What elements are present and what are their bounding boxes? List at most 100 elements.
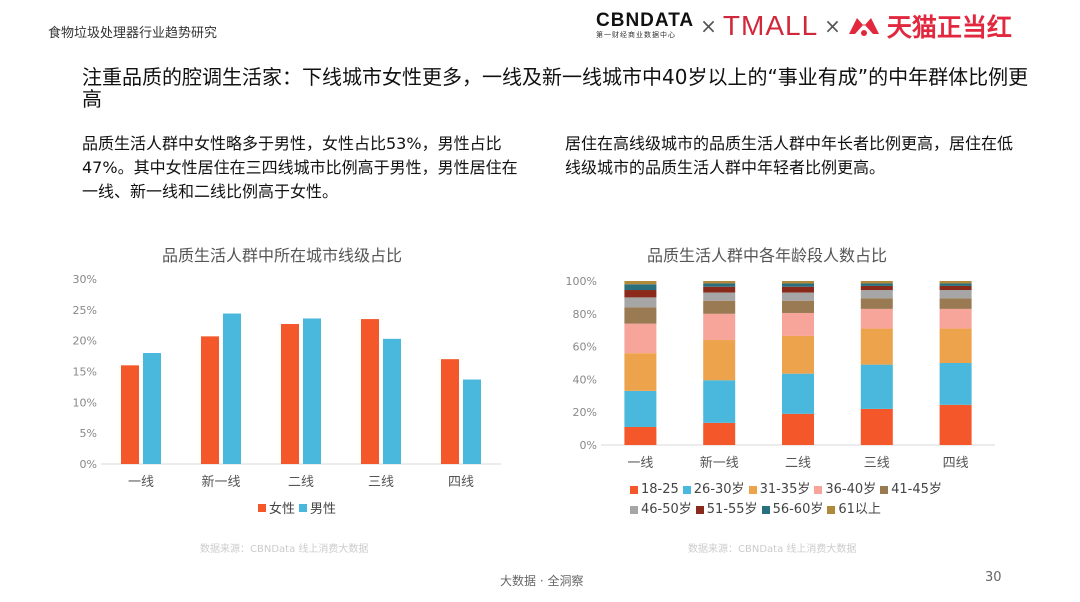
legend-label: 41-45岁 [891, 482, 942, 497]
legend-label: 男性 [310, 502, 337, 517]
cbndata-logo-text: CBNDATA [596, 10, 695, 31]
y-tick-label: 100% [566, 275, 597, 288]
legend-label: 51-55岁 [706, 502, 758, 517]
bar [223, 313, 241, 464]
bar-segment [624, 297, 657, 308]
y-tick-label: 20% [73, 335, 97, 348]
y-tick-label: 0% [580, 439, 597, 452]
x-tick-label: 四线 [943, 456, 969, 471]
chart-title-city-tier: 品质生活人群中所在城市线级占比 [162, 246, 403, 265]
partner-logos: CBNDATA 第一财经商业数据中心 × TMALL × 天猫正当红 [596, 10, 1012, 42]
legend-swatch [682, 486, 691, 494]
y-tick-label: 5% [80, 427, 97, 440]
chart-title-age-groups: 品质生活人群中各年龄段人数占比 [647, 246, 888, 265]
bar-segment [624, 390, 657, 427]
bar-segment [782, 286, 814, 293]
bar-segment [782, 312, 814, 336]
x-tick-label: 四线 [448, 475, 474, 490]
legend-item: 46-50岁 [630, 500, 692, 520]
bar-segment [624, 281, 657, 285]
tmall-logo: TMALL [722, 10, 819, 41]
bar-segment [624, 426, 657, 445]
y-tick-label: 10% [73, 396, 97, 409]
legend-swatch [748, 486, 757, 494]
bar-segment [703, 281, 736, 284]
bar [201, 336, 219, 464]
bar-segment [860, 290, 893, 299]
tmall-red-logo-text: 天猫正当红 [886, 13, 1012, 42]
bar [463, 379, 481, 464]
bar-segment [939, 363, 972, 405]
y-tick-label: 0% [80, 458, 97, 471]
bar-segment [624, 284, 657, 291]
slide-headline: 注重品质的腔调生活家：下线城市女性更多，一线及新一线城市中40岁以上的“事业有成… [82, 65, 1029, 111]
bar-segment [860, 408, 893, 445]
legend-item: 51-55岁 [695, 500, 758, 520]
bar-segment [703, 313, 736, 341]
legend-label: 31-35岁 [759, 482, 811, 497]
bar [121, 365, 139, 464]
bar-segment [703, 300, 736, 314]
bar-segment [939, 285, 972, 291]
description-right: 居住在高线级城市的品质生活人群中年长者比例更高，居住在低线级城市的品质生活人群中… [565, 134, 1014, 177]
page-number: 30 [985, 570, 1002, 585]
legend-item: 56-60岁 [761, 500, 824, 520]
bar [383, 338, 401, 464]
legend-item: 男性 [299, 498, 336, 517]
legend-swatch [695, 506, 704, 514]
legend-swatch [258, 503, 266, 512]
description-left: 品质生活人群中女性略多于男性，女性占比53%，男性占比47%。其中女性居住在三四… [82, 134, 518, 201]
legend-swatch [630, 486, 638, 494]
bar-segment [703, 422, 736, 445]
data-source-right: 数据来源：CBNData 线上消费大数据 [688, 544, 857, 555]
legend-swatch [827, 506, 836, 514]
cbndata-logo-subtext: 第一财经商业数据中心 [596, 31, 676, 39]
y-tick-label: 30% [73, 273, 97, 286]
bar-segment [703, 286, 736, 293]
bar-segment [939, 328, 972, 363]
bar [361, 319, 379, 464]
bar-segment [782, 292, 814, 301]
x-tick-label: 二线 [288, 475, 314, 490]
times-sign-2: × [824, 14, 841, 38]
bar-segment [782, 373, 814, 414]
legend-label: 56-60岁 [772, 502, 824, 517]
x-tick-label: 新一线 [201, 474, 240, 490]
bar-segment [782, 413, 814, 445]
y-tick-label: 80% [573, 308, 597, 321]
bar-segment [703, 340, 736, 381]
bar-segment [939, 290, 972, 299]
times-sign: × [700, 14, 717, 38]
bar-segment [782, 335, 814, 374]
y-tick-label: 15% [73, 366, 97, 379]
bar-segment [939, 404, 972, 445]
bar-segment [782, 283, 814, 287]
legend-swatch [299, 503, 308, 512]
bar-segment [624, 307, 657, 324]
legend-item: 18-25 [630, 480, 679, 500]
x-tick-label: 三线 [864, 456, 890, 471]
y-tick-label: 25% [73, 304, 97, 317]
legend-label: 女性 [269, 502, 296, 517]
data-source-left: 数据来源：CBNData 线上消费大数据 [200, 544, 369, 555]
bar-segment [860, 281, 893, 284]
legend-item: 31-35岁 [748, 480, 811, 500]
bar-segment [624, 290, 657, 298]
legend-item: 41-45岁 [880, 480, 942, 500]
bar-segment [939, 298, 972, 309]
bar-segment [939, 283, 972, 286]
y-tick-label: 20% [573, 406, 597, 419]
bar-segment [703, 380, 736, 423]
legend-swatch [630, 506, 638, 514]
bar-segment [624, 353, 657, 391]
bar-segment [860, 364, 893, 409]
cbndata-logo: CBNDATA 第一财经商业数据中心 [596, 10, 695, 40]
legend-item: 36-40岁 [814, 480, 876, 500]
y-tick-label: 60% [573, 341, 597, 354]
legend-label: 46-50岁 [641, 502, 692, 517]
legend-swatch [761, 506, 770, 514]
bar-segment [782, 281, 814, 284]
x-tick-label: 二线 [785, 456, 811, 471]
tmall-red-logo: 天猫正当红 [847, 8, 1012, 44]
bar-segment [860, 285, 893, 291]
